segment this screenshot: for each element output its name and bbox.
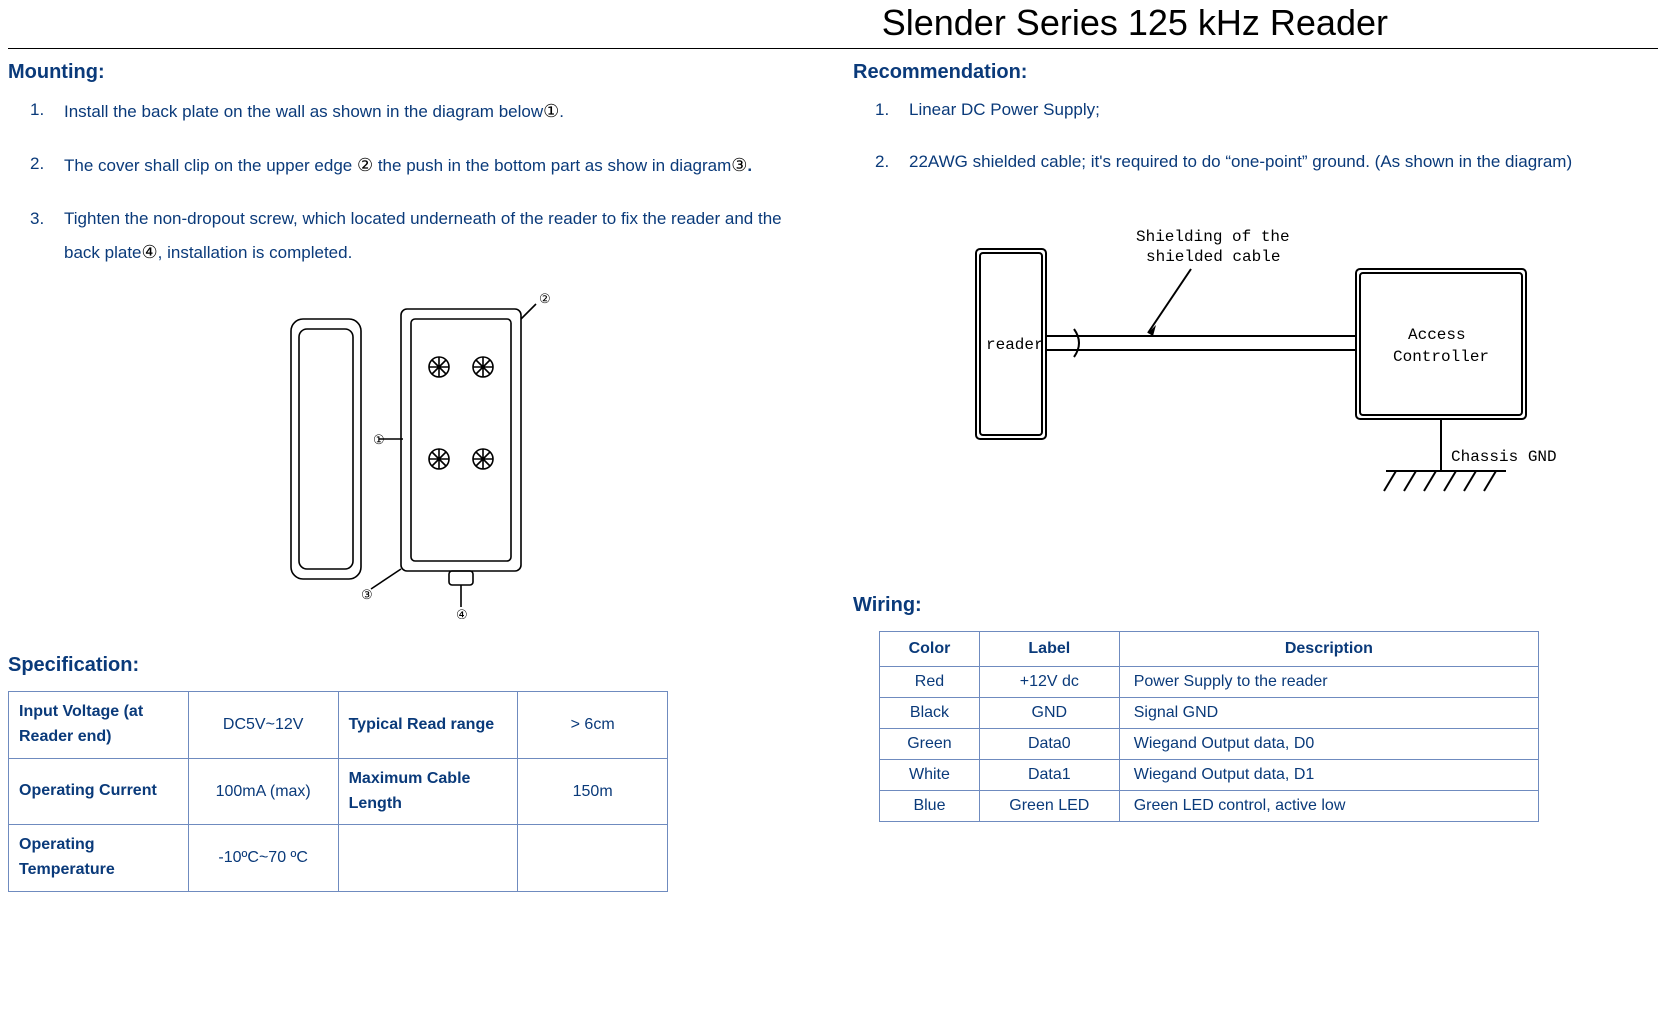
spec-label bbox=[338, 825, 518, 892]
recommendation-heading: Recommendation: bbox=[853, 61, 1658, 84]
spec-label: Operating Temperature bbox=[9, 825, 189, 892]
spec-label: Operating Current bbox=[9, 758, 189, 825]
table-row: Operating Temperature -10ºC~70 ºC bbox=[9, 825, 668, 892]
mounting-heading: Mounting: bbox=[8, 61, 813, 84]
wiring-heading: Wiring: bbox=[853, 594, 1658, 617]
wiring-desc: Power Supply to the reader bbox=[1119, 666, 1538, 697]
spec-value bbox=[518, 825, 668, 892]
step-text-post: , installation is completed. bbox=[158, 243, 353, 262]
col-header-description: Description bbox=[1119, 631, 1538, 666]
left-column: Mounting: Install the back plate on the … bbox=[8, 61, 813, 892]
reader-box-label: reader bbox=[986, 336, 1044, 354]
table-row: Input Voltage (at Reader end) DC5V~12V T… bbox=[9, 692, 668, 759]
recommendation-steps: Linear DC Power Supply; 22AWG shielded c… bbox=[853, 94, 1658, 179]
grounding-diagram-svg: reader Access Controller Shielding of th… bbox=[956, 209, 1556, 509]
mounting-step: Install the back plate on the wall as sh… bbox=[8, 94, 813, 128]
callout-2: ② bbox=[539, 291, 551, 306]
step-text: Linear DC Power Supply; bbox=[909, 100, 1100, 119]
grounding-diagram: reader Access Controller Shielding of th… bbox=[853, 209, 1658, 514]
col-header-label: Label bbox=[979, 631, 1119, 666]
spec-value: 150m bbox=[518, 758, 668, 825]
table-row: Black GND Signal GND bbox=[880, 697, 1539, 728]
callout-4: ④ bbox=[456, 607, 468, 619]
chassis-gnd-label: Chassis GND bbox=[1451, 448, 1556, 466]
controller-box-label-2: Controller bbox=[1393, 348, 1489, 366]
controller-box-label-1: Access bbox=[1408, 326, 1466, 344]
wiring-color: Black bbox=[880, 697, 980, 728]
step-text-post: the push in the bottom part as show in d… bbox=[373, 156, 731, 175]
mounting-steps: Install the back plate on the wall as sh… bbox=[8, 94, 813, 269]
wiring-color: Red bbox=[880, 666, 980, 697]
table-header-row: Color Label Description bbox=[880, 631, 1539, 666]
callout-mark: ③ bbox=[731, 148, 747, 182]
spec-label: Typical Read range bbox=[338, 692, 518, 759]
shield-label-1: Shielding of the bbox=[1136, 228, 1290, 246]
mounting-step: Tighten the non-dropout screw, which loc… bbox=[8, 203, 813, 270]
spec-label: Input Voltage (at Reader end) bbox=[9, 692, 189, 759]
step-text: 22AWG shielded cable; it's required to d… bbox=[909, 152, 1572, 171]
table-row: Red +12V dc Power Supply to the reader bbox=[880, 666, 1539, 697]
wiring-desc: Wiegand Output data, D1 bbox=[1119, 759, 1538, 790]
step-text-post2: . bbox=[747, 156, 752, 175]
callout-mark: ② bbox=[357, 148, 373, 182]
col-header-color: Color bbox=[880, 631, 980, 666]
table-row: Green Data0 Wiegand Output data, D0 bbox=[880, 728, 1539, 759]
recommendation-step: Linear DC Power Supply; bbox=[853, 94, 1658, 126]
wiring-label: GND bbox=[979, 697, 1119, 728]
two-column-layout: Mounting: Install the back plate on the … bbox=[8, 61, 1658, 892]
callout-mark: ① bbox=[543, 94, 559, 128]
specification-heading: Specification: bbox=[8, 654, 813, 677]
mounting-step: The cover shall clip on the upper edge ②… bbox=[8, 148, 813, 182]
wiring-desc: Green LED control, active low bbox=[1119, 790, 1538, 821]
step-text: Install the back plate on the wall as sh… bbox=[64, 102, 543, 121]
wiring-color: White bbox=[880, 759, 980, 790]
wiring-label: +12V dc bbox=[979, 666, 1119, 697]
table-row: White Data1 Wiegand Output data, D1 bbox=[880, 759, 1539, 790]
spec-value: -10ºC~70 ºC bbox=[188, 825, 338, 892]
specification-table: Input Voltage (at Reader end) DC5V~12V T… bbox=[8, 691, 668, 892]
recommendation-step: 22AWG shielded cable; it's required to d… bbox=[853, 146, 1658, 178]
spec-label: Maximum Cable Length bbox=[338, 758, 518, 825]
spec-value: > 6cm bbox=[518, 692, 668, 759]
callout-1: ① bbox=[373, 432, 385, 447]
spec-value: 100mA (max) bbox=[188, 758, 338, 825]
step-text: The cover shall clip on the upper edge bbox=[64, 156, 357, 175]
wiring-label: Data0 bbox=[979, 728, 1119, 759]
wiring-desc: Wiegand Output data, D0 bbox=[1119, 728, 1538, 759]
mounting-diagram: ① ② ③ ④ bbox=[8, 289, 813, 624]
wiring-desc: Signal GND bbox=[1119, 697, 1538, 728]
page-title: Slender Series 125 kHz Reader bbox=[8, 2, 1658, 44]
wiring-label: Data1 bbox=[979, 759, 1119, 790]
wiring-label: Green LED bbox=[979, 790, 1119, 821]
table-row: Blue Green LED Green LED control, active… bbox=[880, 790, 1539, 821]
shield-label-2: shielded cable bbox=[1146, 248, 1280, 266]
spec-value: DC5V~12V bbox=[188, 692, 338, 759]
callout-3: ③ bbox=[361, 587, 373, 602]
title-bar: Slender Series 125 kHz Reader bbox=[8, 0, 1658, 49]
wiring-color: Blue bbox=[880, 790, 980, 821]
right-column: Recommendation: Linear DC Power Supply; … bbox=[853, 61, 1658, 892]
mounting-diagram-svg: ① ② ③ ④ bbox=[261, 289, 561, 619]
wiring-color: Green bbox=[880, 728, 980, 759]
wiring-table: Color Label Description Red +12V dc Powe… bbox=[879, 631, 1539, 822]
step-text-post: . bbox=[559, 102, 564, 121]
table-row: Operating Current 100mA (max) Maximum Ca… bbox=[9, 758, 668, 825]
callout-mark: ④ bbox=[142, 235, 158, 269]
